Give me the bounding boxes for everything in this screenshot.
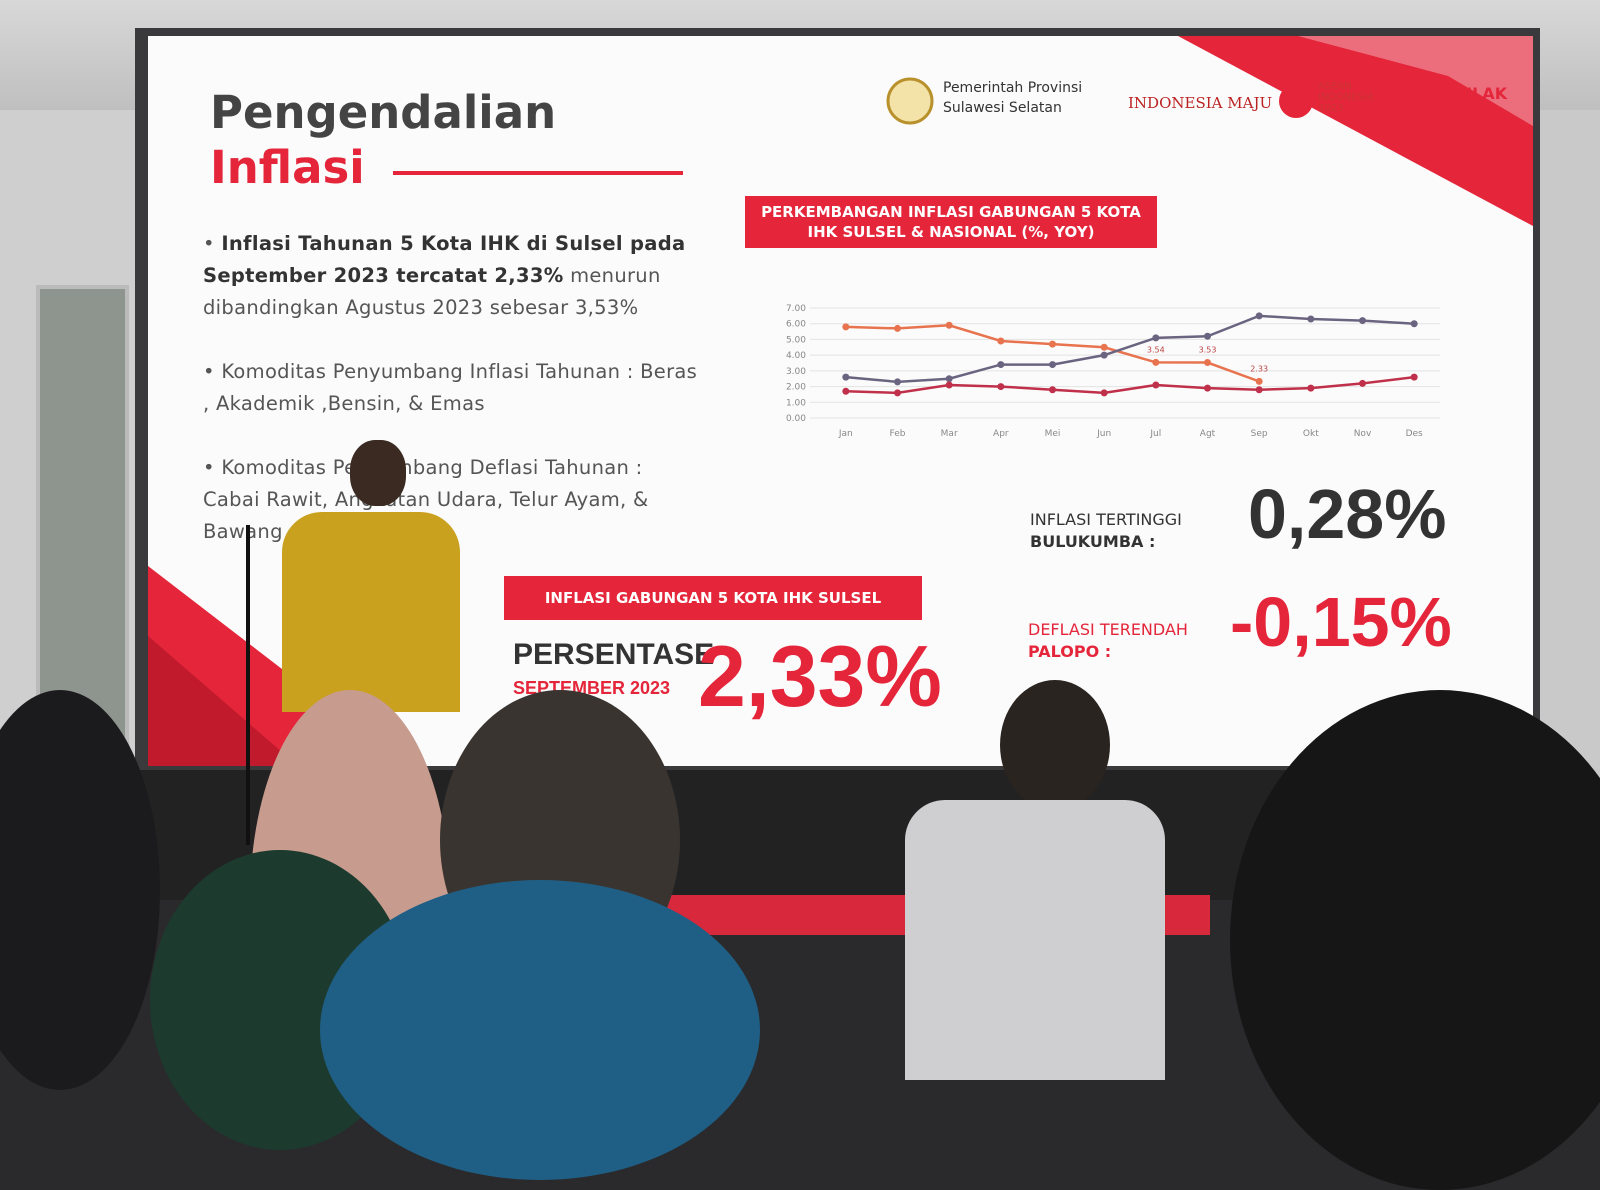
x-tick-label: Des (1406, 429, 1423, 439)
logo (886, 77, 934, 125)
point (1152, 381, 1160, 389)
audience (1000, 680, 1110, 810)
y-tick-label: 0.00 (786, 414, 806, 424)
highest-city: BULUKUMBA : (1030, 532, 1156, 551)
highest-value: 0,28% (1248, 475, 1447, 553)
point (1152, 358, 1160, 366)
x-tick-label: Mei (1045, 429, 1061, 439)
point (997, 383, 1005, 391)
point (1307, 384, 1315, 392)
summary-value: 2,33% (698, 629, 942, 725)
point (842, 323, 850, 331)
y-tick-label: 3.00 (786, 367, 806, 377)
point (1204, 332, 1211, 340)
series-line (845, 324, 1260, 383)
point (945, 381, 953, 389)
point (1100, 351, 1108, 359)
audience (320, 880, 760, 1180)
point (1359, 317, 1366, 325)
x-tick-label: Jan (838, 429, 853, 439)
data-label: 2.33 (1250, 364, 1268, 373)
mic-stand (246, 525, 250, 845)
point (894, 378, 901, 386)
bullet-text: Komoditas Penyumbang Inflasi Tahunan : B… (203, 360, 698, 415)
point (894, 389, 901, 397)
point (1410, 320, 1418, 328)
point (1255, 312, 1263, 320)
point (1100, 343, 1108, 351)
y-tick-label: 6.00 (786, 320, 806, 330)
lowest-value: -0,15% (1230, 583, 1452, 661)
bullet: • Komoditas Penyumbang Inflasi Tahunan :… (203, 360, 698, 415)
x-tick-label: Mar (941, 429, 958, 439)
logo-text: INDONESIA MAJU (1128, 94, 1273, 112)
point (842, 373, 850, 381)
speaker-body (282, 512, 460, 712)
title: Inflasi (210, 141, 365, 194)
point (1049, 386, 1056, 394)
point (894, 324, 901, 332)
lowest-label: DEFLASI TERENDAH (1028, 620, 1188, 639)
point (1255, 386, 1263, 394)
bullet: • Inflasi Tahunan 5 Kota IHK di Sulsel p… (203, 232, 686, 319)
point (1255, 377, 1263, 385)
point (1307, 315, 1315, 323)
point (1410, 373, 1418, 381)
audience (905, 800, 1165, 1080)
title: Pengendalian (210, 86, 557, 139)
bullet-bold: Inflasi Tahunan 5 Kota IHK di Sulsel pad… (203, 232, 686, 287)
point (1359, 379, 1366, 387)
data-label: 3.54 (1147, 345, 1165, 354)
x-tick-label: Nov (1354, 429, 1372, 439)
x-tick-label: Jul (1149, 429, 1161, 439)
x-tick-label: Jun (1096, 429, 1111, 439)
logo-text: ASEAN INDONESIA 2023 (1318, 81, 1374, 114)
y-tick-label: 2.00 (786, 383, 806, 393)
bullet: • Komoditas Penyumbang Deflasi Tahunan :… (203, 456, 649, 543)
line-chart: 0.00 1.00 2.00 3.00 4.00 5.00 6.00 7.00 Jan Feb Ma… (786, 304, 1440, 439)
series-line (845, 314, 1415, 384)
y-tick-label: 1.00 (786, 398, 806, 408)
point (997, 361, 1005, 369)
x-tick-label: Apr (993, 429, 1009, 439)
point (945, 321, 953, 329)
point (1049, 361, 1056, 369)
logo-text: Sulawesi Selatan (943, 100, 1062, 116)
decor-shape (148, 636, 298, 766)
speaker-head (350, 440, 406, 506)
point (1100, 389, 1108, 397)
series-line (845, 375, 1415, 395)
x-tick-label: Feb (890, 429, 906, 439)
summary-badge: INFLASI GABUNGAN 5 KOTA IHK SULSEL (504, 576, 922, 620)
decor-shape (1298, 36, 1533, 126)
point (1049, 340, 1056, 348)
logo (1279, 84, 1313, 118)
decor-shape (1178, 36, 1533, 226)
point (842, 387, 850, 395)
y-tick-label: 4.00 (786, 351, 806, 361)
bullet-text: Komoditas Penyumbang Deflasi Tahunan : C… (203, 456, 649, 543)
logo-text: Pemerintah Provinsi (943, 80, 1083, 96)
y-tick-label: 5.00 (786, 335, 806, 345)
summary-label: PERSENTASE (513, 638, 715, 671)
highest-label: INFLASI TERTINGGI (1030, 510, 1182, 529)
x-tick-label: Agt (1200, 429, 1216, 439)
chart-title: PERKEMBANGAN INFLASI GABUNGAN 5 KOTA IHK… (745, 196, 1157, 248)
audience (0, 690, 160, 1090)
lowest-city: PALOPO : (1028, 642, 1112, 661)
y-tick-label: 7.00 (786, 304, 806, 314)
x-tick-label: Okt (1303, 429, 1319, 439)
point (1204, 384, 1211, 392)
data-label: 3.53 (1199, 346, 1217, 355)
bullet-text: menurun dibandingkan Agustus 2023 sebesa… (203, 264, 661, 319)
point (945, 375, 953, 383)
point (1204, 359, 1211, 367)
point (997, 337, 1005, 345)
logo-text: BerAKHLAK (1403, 84, 1508, 103)
x-tick-label: Sep (1251, 429, 1268, 439)
point (1152, 334, 1160, 342)
